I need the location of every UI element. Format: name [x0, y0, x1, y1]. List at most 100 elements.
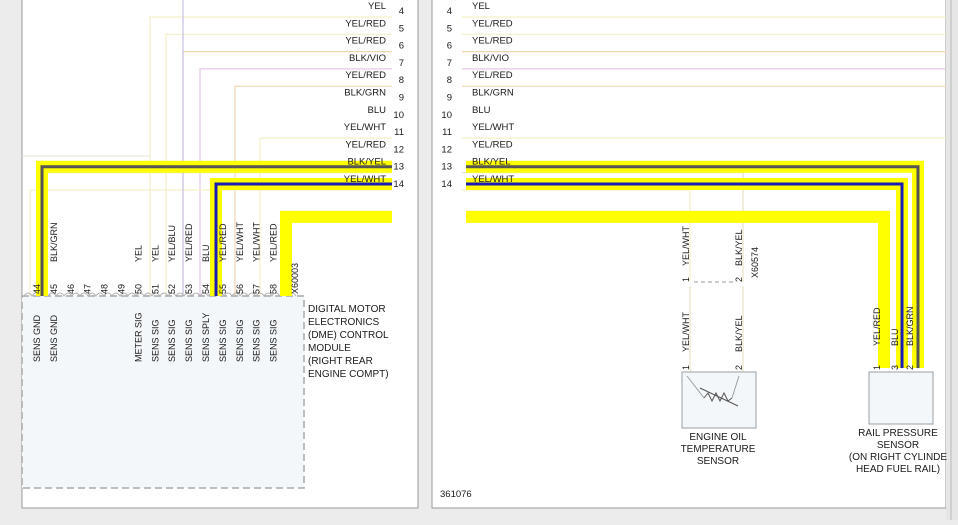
dme-pin-wire-label: YEL	[133, 245, 143, 262]
dme-pin-signal: SENS SIG	[269, 319, 279, 362]
right-wire-color-label: YEL/RED	[472, 70, 513, 81]
dme-pin-signal: SENS SIG	[235, 319, 245, 362]
right-row-number: 5	[447, 23, 452, 34]
right-row-number: 4	[447, 6, 452, 17]
inline-connector-pin: 2	[734, 277, 744, 282]
dme-pin-header	[23, 292, 297, 297]
right-wire-color-label: BLK/VIO	[472, 53, 509, 64]
left-wire-color-label: YEL/WHT	[344, 122, 386, 133]
left-wire-color-label: YEL	[368, 1, 386, 12]
oil-sensor-wire-label: BLK/YEL	[734, 315, 744, 352]
dme-pin-signal: METER SIG	[133, 312, 143, 362]
right-row-number: 12	[441, 144, 452, 155]
inline-connector-id: X60574	[750, 247, 760, 278]
oil-sensor-pin: 2	[734, 365, 744, 370]
left-wire-color-label: YEL/WHT	[344, 174, 386, 185]
left-background-wire	[234, 85, 392, 300]
oil-sensor-pin: 1	[681, 365, 691, 370]
right-row-number: 10	[441, 110, 452, 121]
dme-module-title-line: MODULE	[308, 343, 351, 354]
rail-sensor-wire-label: BLU	[890, 328, 900, 346]
dme-pin-signal: SENS GND	[32, 314, 42, 362]
dme-pin-wire-label: BLU	[201, 244, 211, 262]
left-row-number: 7	[399, 58, 404, 69]
dme-pin-wire-label: YEL/RED	[269, 223, 279, 262]
right-wire-color-label: YEL/WHT	[472, 122, 514, 133]
dme-module-title-line: ELECTRONICS	[308, 317, 379, 328]
rail-pressure-sensor-body	[868, 371, 934, 425]
left-background-wire	[199, 68, 392, 300]
left-row-number: 5	[399, 23, 404, 34]
dme-pin-wire-label: YEL/RED	[218, 223, 228, 262]
inline-connector-wire-label: BLK/YEL	[734, 229, 744, 266]
dme-pin-number: 57	[252, 284, 262, 294]
dme-pin-number: 50	[133, 284, 143, 294]
dme-pin-number: 51	[150, 284, 160, 294]
dme-connector-id: X60003	[290, 263, 300, 294]
left-row-number: 9	[399, 93, 404, 104]
left-row-number: 4	[399, 6, 404, 17]
dme-pin-number: 58	[269, 284, 279, 294]
left-wire-color-label: YEL/RED	[345, 139, 386, 150]
right-row-number: 11	[442, 127, 452, 138]
left-wire-color-label: YEL/RED	[345, 36, 386, 47]
rail-sensor-wire-label: YEL/RED	[872, 307, 882, 346]
left-highlight-blu-core	[214, 182, 392, 296]
right-row-number: 13	[441, 162, 452, 173]
left-row-number: 14	[393, 179, 404, 190]
oil-sensor-title-line: ENGINE OIL	[689, 432, 747, 443]
left-wire-color-label: YEL/RED	[345, 18, 386, 29]
dme-pin-number: 44	[32, 284, 42, 294]
right-wire-color-label: YEL/WHT	[472, 174, 514, 185]
figure-id: 361076	[440, 489, 472, 500]
right-wire-color-label: YEL/RED	[472, 18, 513, 29]
dme-pin-signal: SENS SIG	[150, 319, 160, 362]
dme-pin-signal: SENS SIG	[252, 319, 262, 362]
dme-pin-number: 46	[66, 284, 76, 294]
left-background-wire	[149, 16, 392, 300]
dme-pin-wire-label: YEL/WHT	[235, 221, 245, 262]
left-row-number: 8	[399, 75, 404, 86]
left-wire-color-label: BLK/VIO	[349, 53, 386, 64]
dme-pin-number: 54	[201, 284, 211, 294]
rail-sensor-title-line: (ON RIGHT CYLINDE	[849, 452, 947, 463]
left-background-wire	[259, 137, 392, 300]
dme-pin-wire-label: YEL/WHT	[252, 221, 262, 262]
left-background-wire	[165, 33, 392, 300]
dme-pin-number: 47	[83, 284, 93, 294]
right-wire-color-label: BLU	[472, 105, 491, 116]
rail-sensor-pin: 2	[905, 365, 915, 370]
left-wire-color-label: BLU	[368, 105, 387, 116]
left-wire-color-label: BLK/YEL	[347, 157, 386, 168]
inline-connector-pin: 1	[681, 277, 691, 282]
left-row-number: 11	[394, 127, 404, 138]
dme-pin-signal: SENS SIG	[184, 319, 194, 362]
dme-pin-wire-label: BLK/GRN	[49, 222, 59, 262]
right-wire-color-label: YEL	[472, 1, 490, 12]
oil-sensor-title-line: TEMPERATURE	[681, 444, 756, 455]
left-row-number: 12	[393, 144, 404, 155]
right-row-number: 7	[447, 58, 452, 69]
diagram-labels: YEL 4 YEL/RED 5 YEL/RED 6 BLK/VIO 7 YEL/RED 8 BLK/…	[32, 1, 947, 500]
dme-pin-signal: SENS SPLY	[201, 313, 211, 362]
dme-pin-signal: SENS SIG	[167, 319, 177, 362]
dme-pin-signal: SENS SIG	[218, 319, 228, 362]
left-wire-color-label: YEL/RED	[345, 70, 386, 81]
left-wire-color-label: BLK/GRN	[344, 88, 386, 99]
dme-module-title-line: (RIGHT REAR	[308, 356, 373, 367]
right-highlight-yel-red-core	[466, 215, 886, 368]
dme-module-title-line: DIGITAL MOTOR	[308, 304, 386, 315]
dme-pin-wire-label: YEL/RED	[184, 223, 194, 262]
left-highlight-blk-grn-core	[40, 165, 392, 296]
dme-pin-number: 48	[100, 284, 110, 294]
oil-sensor-title-line: SENSOR	[697, 456, 739, 467]
left-row-number: 10	[393, 110, 404, 121]
dme-pin-number: 49	[117, 284, 127, 294]
right-row-number: 6	[447, 41, 452, 52]
right-highlight-blu-core	[466, 182, 904, 368]
right-row-number: 8	[447, 75, 452, 86]
left-row-number: 13	[393, 162, 404, 173]
right-wire-color-label: BLK/GRN	[472, 88, 514, 99]
right-row-number: 14	[441, 179, 452, 190]
